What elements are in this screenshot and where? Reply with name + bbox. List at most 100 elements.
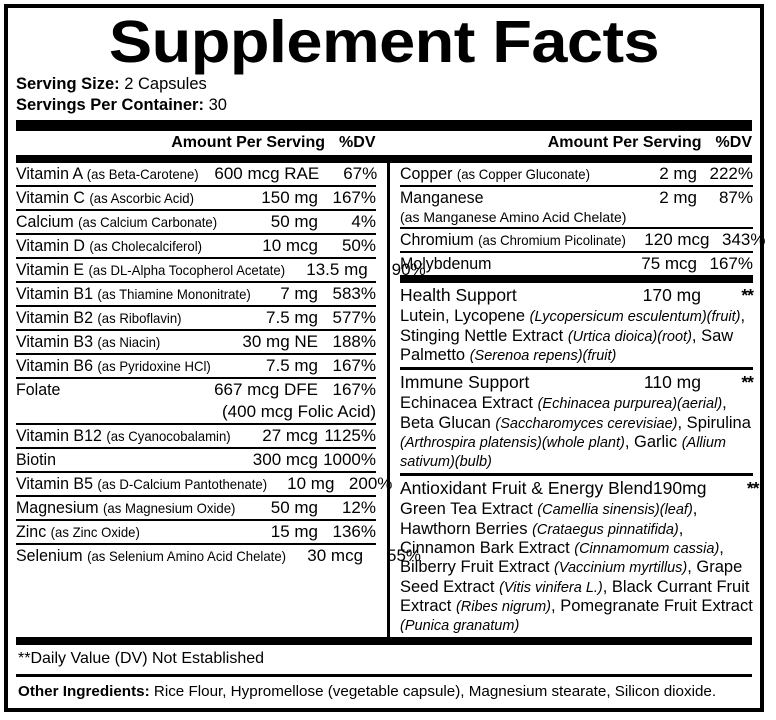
nutrient-row: Vitamin B1 (as Thiamine Mononitrate) 7 mg…	[16, 283, 376, 308]
divider-under-headers	[16, 155, 752, 164]
nutrient-row: Copper (as Copper Gluconate) 2 mg 222%	[400, 163, 753, 188]
nutrient-name: Vitamin A (as Beta-Carotene)	[16, 164, 199, 184]
nutrient-row: Biotin 300 mcg 1000%	[16, 449, 376, 474]
nutrient-amount: 150 mg	[261, 188, 318, 208]
nutrient-name: Folate	[16, 380, 61, 400]
nutrient-amount: 667 mcg DFE	[214, 380, 318, 400]
nutrient-name: Selenium (as Selenium Amino Acid Chelate…	[16, 546, 287, 566]
nutrient-row: Selenium (as Selenium Amino Acid Chelate…	[16, 545, 421, 567]
blend-daily-value: **	[741, 372, 754, 393]
nutrient-daily-value: 55%	[387, 546, 422, 566]
nutrient-row: Manganese 2 mg 87%	[400, 187, 753, 209]
nutrient-name: Vitamin E (as DL-Alpha Tocopherol Acetat…	[16, 260, 286, 280]
nutrient-name: Vitamin B2 (as Riboflavin)	[16, 308, 182, 328]
nutrient-name: Zinc (as Zinc Oxide)	[16, 522, 140, 542]
nutrient-name: Molybdenum	[400, 254, 492, 274]
supplement-facts-panel: Supplement Facts Serving Size: 2 Capsule…	[4, 4, 766, 712]
nutrient-amount: 7.5 mg	[266, 308, 318, 328]
left-dv-header: %DV	[339, 134, 376, 152]
nutrient-row: Chromium (as Chromium Picolinate) 120 mcg…	[400, 229, 766, 254]
nutrient-amount: 15 mg	[270, 522, 318, 542]
nutrient-amount: 10 mcg	[262, 236, 318, 256]
servings-per-container-line: Servings Per Container: 30	[16, 95, 752, 116]
servings-per-container-value: 30	[208, 95, 227, 114]
nutrient-row: Folate 667 mcg DFE 167%	[16, 379, 376, 401]
nutrient-amount: 50 mg	[270, 212, 318, 232]
nutrient-row: Magnesium (as Magnesium Oxide) 50 mg 12%	[16, 497, 376, 522]
nutrient-daily-value: 87%	[718, 188, 753, 208]
nutrient-name: Vitamin B5 (as D-Calcium Pantothenate)	[16, 474, 268, 494]
serving-size-label: Serving Size:	[16, 74, 120, 93]
right-dv-header: %DV	[715, 134, 752, 152]
blend-group: Health Support 170 mg ** Lutein, Lycopene (…	[400, 283, 754, 367]
nutrient-amount: 7 mg	[280, 284, 318, 304]
nutrient-columns: Vitamin A (as Beta-Carotene) 600 mcg RAE 6…	[16, 163, 766, 638]
nutrient-amount: 30 mcg	[307, 546, 364, 566]
blend-name: Health Support	[400, 285, 517, 306]
nutrient-daily-value: 90%	[391, 260, 426, 280]
nutrient-second-line: (as Manganese Amino Acid Chelate)	[400, 209, 753, 230]
nutrient-daily-value: 136%	[332, 522, 376, 542]
divider-above-other-ingredients	[16, 674, 752, 678]
divider-thick-top	[16, 120, 752, 132]
blend-daily-value: **	[741, 285, 754, 306]
nutrient-row: Vitamin B12 (as Cyanocobalamin) 27 mcg 112…	[16, 425, 376, 450]
nutrient-name: Chromium (as Chromium Picolinate)	[400, 230, 626, 250]
nutrient-name: Calcium (as Calcium Carbonate)	[16, 212, 218, 232]
other-ingredients-value: Rice Flour, Hypromellose (vegetable caps…	[153, 683, 717, 701]
nutrient-row: Molybdenum 75 mcg 167%	[400, 253, 753, 275]
left-column-header: Amount Per Serving %DV	[16, 131, 376, 155]
nutrient-row: Vitamin B3 (as Niacin) 30 mg NE 188%	[16, 331, 376, 356]
blend-ingredients: Echinacea Extract (Echinacea purpurea)(a…	[400, 394, 751, 471]
blend-header: Health Support 170 mg **	[400, 283, 754, 306]
nutrient-amount: 50 mg	[270, 498, 318, 518]
nutrient-daily-value: 343%	[722, 230, 766, 250]
nutrient-amount: 30 mg NE	[242, 332, 318, 352]
other-ingredients: Other Ingredients: Rice Flour, Hypromell…	[16, 677, 752, 702]
blend-group: Antioxidant Fruit & Energy Blend 190mg ** G…	[400, 473, 759, 637]
nutrient-name: Vitamin B6 (as Pyridoxine HCl)	[16, 356, 211, 376]
nutrient-daily-value: 188%	[332, 332, 376, 352]
blend-ingredients: Lutein, Lycopene (Lycopersicum esculentu…	[400, 307, 746, 364]
divider-above-blends	[400, 275, 753, 284]
nutrient-name: Magnesium (as Magnesium Oxide)	[16, 498, 236, 518]
nutrient-daily-value: 67%	[343, 164, 378, 184]
nutrient-daily-value: 50%	[341, 236, 376, 256]
blend-amount: 190mg	[652, 478, 707, 499]
divider-above-footnote	[16, 637, 752, 646]
serving-size-value: 2 Capsules	[124, 74, 207, 93]
serving-size-line: Serving Size: 2 Capsules	[16, 74, 752, 95]
nutrient-amount: 2 mg	[659, 188, 697, 208]
nutrient-name: Vitamin B1 (as Thiamine Mononitrate)	[16, 284, 251, 304]
nutrient-daily-value: 200%	[348, 474, 393, 494]
blend-amount: 170 mg	[642, 285, 701, 306]
nutrient-row: Vitamin B2 (as Riboflavin) 7.5 mg 577%	[16, 307, 376, 332]
blend-name: Antioxidant Fruit & Energy Blend	[400, 478, 653, 499]
blend-daily-value: **	[746, 478, 760, 499]
right-nutrient-column: Copper (as Copper Gluconate) 2 mg 222% Mang…	[387, 163, 766, 638]
nutrient-amount: 300 mcg	[252, 450, 318, 470]
nutrient-second-line: (400 mcg Folic Acid)	[16, 402, 376, 426]
nutrient-amount: 75 mcg	[641, 254, 697, 274]
page-title: Supplement Facts	[108, 9, 660, 75]
left-amount-header: Amount Per Serving	[171, 134, 326, 152]
nutrient-daily-value: 167%	[332, 188, 376, 208]
nutrient-daily-value: 4%	[351, 212, 376, 232]
nutrient-amount: 10 mg	[287, 474, 335, 494]
blend-ingredients: Green Tea Extract (Camellia sinensis)(le…	[400, 500, 753, 635]
right-column-header: Amount Per Serving %DV	[397, 131, 752, 155]
nutrient-row: Vitamin C (as Ascorbic Acid) 150 mg 167%	[16, 187, 376, 212]
nutrient-name: Copper (as Copper Gluconate)	[400, 164, 590, 184]
servings-per-container-label: Servings Per Container:	[16, 95, 204, 114]
dv-footnote: **Daily Value (DV) Not Established	[18, 650, 265, 668]
nutrient-amount: 27 mcg	[262, 426, 318, 446]
column-headers-row: Amount Per Serving %DV Amount Per Serving…	[16, 131, 752, 155]
nutrient-amount: 120 mcg	[644, 230, 710, 250]
blend-header: Immune Support 110 mg **	[400, 370, 754, 393]
nutrient-daily-value: 12%	[341, 498, 376, 518]
nutrient-daily-value: 1125%	[324, 426, 376, 446]
nutrient-daily-value: 167%	[332, 380, 376, 400]
nutrient-row: Zinc (as Zinc Oxide) 15 mg 136%	[16, 521, 376, 546]
nutrient-amount: 2 mg	[659, 164, 697, 184]
blend-group: Immune Support 110 mg ** Echinacea Extract …	[400, 367, 754, 473]
